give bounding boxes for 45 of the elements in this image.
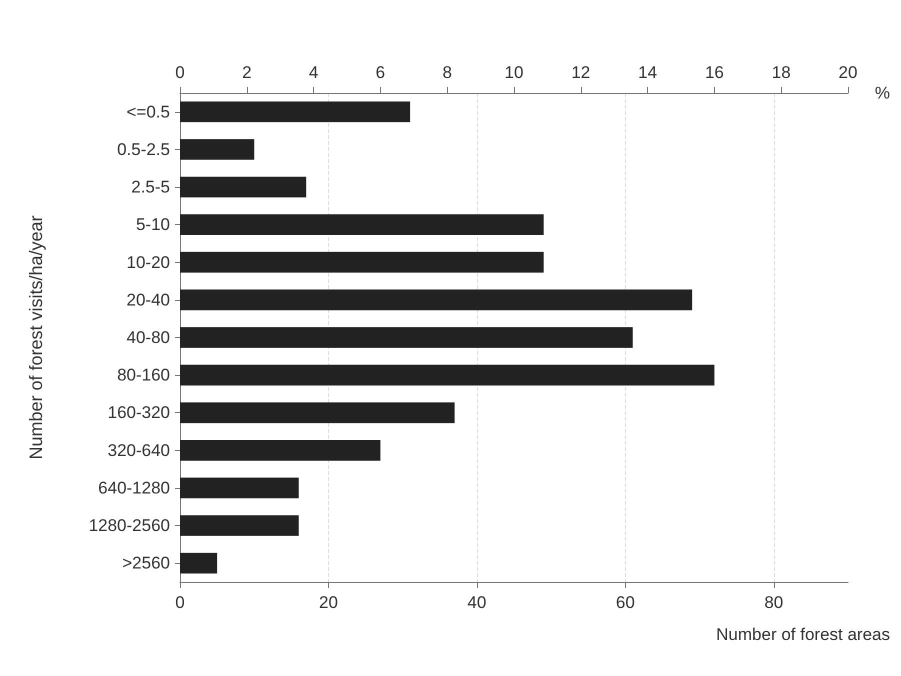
y-tick-label: 80-160: [117, 366, 170, 385]
x2-tick-label: 20: [838, 63, 858, 82]
y-tick-label: 320-640: [108, 440, 170, 460]
bar: [180, 515, 299, 536]
x-tick-label: 0: [175, 593, 185, 612]
y-tick-label: <=0.5: [126, 102, 170, 122]
x2-tick-label: 12: [571, 63, 590, 82]
bar: [180, 252, 544, 273]
x-tick-label: 60: [616, 593, 635, 612]
y-tick-label: 20-40: [126, 290, 170, 310]
bar: [180, 139, 254, 160]
y-axis-title: Number of forest visits/ha/year: [26, 215, 46, 460]
bar: [180, 214, 544, 235]
bar: [180, 176, 306, 198]
bar: [180, 101, 410, 122]
bar: [180, 478, 299, 498]
y-tick-label: 160-320: [108, 403, 170, 422]
y-tick-label: 1280-2560: [88, 516, 170, 536]
x2-tick-label: 14: [638, 63, 658, 82]
x2-tick-label: 8: [442, 63, 452, 82]
x2-tick-label: 18: [772, 63, 791, 82]
x-tick-label: 80: [764, 593, 784, 612]
x-tick-label: 40: [467, 593, 486, 612]
y-tick-label: 5-10: [136, 215, 170, 234]
bar: [180, 327, 633, 348]
bar: [180, 552, 218, 574]
x2-tick-label: 10: [504, 63, 524, 82]
y-tick-label: 0.5-2.5: [117, 140, 170, 159]
bar: [180, 364, 714, 386]
y-tick-label: 2.5-5: [131, 178, 170, 197]
bar: [180, 440, 380, 461]
y-tick-label: >2560: [122, 554, 170, 573]
x2-tick-label: 2: [242, 63, 252, 82]
x2-tick-label: 6: [376, 63, 386, 82]
bar: [180, 290, 692, 310]
y-tick-label: 640-1280: [98, 478, 170, 498]
y-tick-label: 40-80: [126, 328, 170, 347]
x-tick-label: 20: [318, 593, 338, 612]
x2-axis-title: %: [874, 84, 890, 102]
bar: [180, 402, 455, 424]
x-axis-title: Number of forest areas: [716, 625, 890, 644]
x2-tick-label: 0: [175, 63, 185, 82]
y-tick-label: 10-20: [126, 252, 170, 272]
x2-tick-label: 4: [308, 63, 318, 82]
x2-tick-label: 16: [704, 63, 724, 82]
